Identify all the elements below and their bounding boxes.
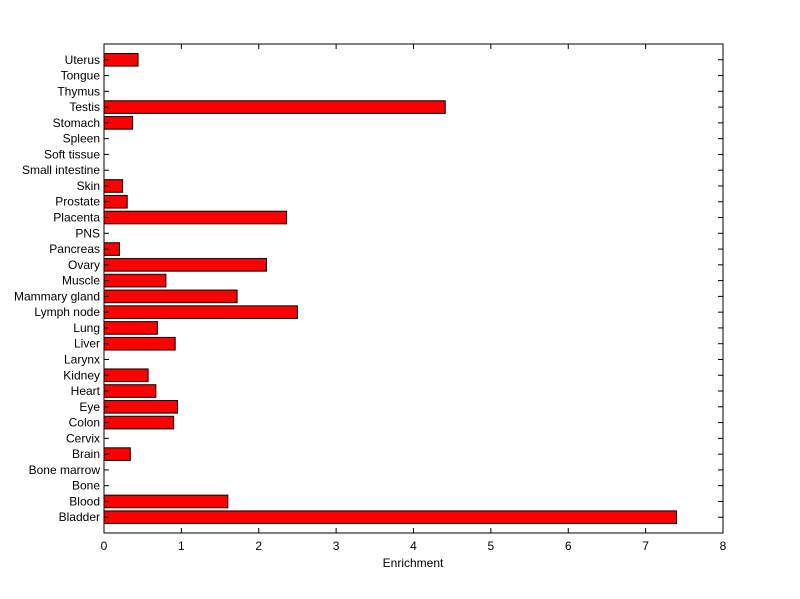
y-tick-label: Liver xyxy=(74,337,100,351)
y-tick-label: Tongue xyxy=(61,69,101,83)
y-tick-label: Heart xyxy=(71,384,101,398)
y-tick-label: Placenta xyxy=(53,211,100,225)
y-tick-label: Pancreas xyxy=(49,242,100,256)
x-tick-label: 5 xyxy=(488,539,495,553)
bar-kidney xyxy=(103,368,149,383)
y-tick-label: Blood xyxy=(69,494,100,508)
y-tick-label: Testis xyxy=(69,100,100,114)
bar-bladder xyxy=(103,510,678,525)
y-tick-label: Brain xyxy=(72,447,100,461)
y-tick-label: Colon xyxy=(69,416,100,430)
x-tick-label: 2 xyxy=(255,539,262,553)
x-tick-label: 3 xyxy=(333,539,340,553)
plot-background xyxy=(104,44,723,533)
y-tick-label: Skin xyxy=(77,179,100,193)
y-tick-label: Larynx xyxy=(64,352,100,366)
y-tick-label: Small intestine xyxy=(22,163,100,177)
y-tick-label: Muscle xyxy=(62,274,100,288)
bar-heart xyxy=(103,384,157,398)
bar-liver xyxy=(103,336,176,351)
bar-lymph-node xyxy=(103,305,298,319)
bar-muscle xyxy=(103,273,167,288)
x-tick-label: 1 xyxy=(178,539,185,553)
y-tick-label: Bone marrow xyxy=(29,463,101,477)
y-tick-label: Uterus xyxy=(65,53,100,67)
y-tick-label: Stomach xyxy=(53,116,100,130)
bar-eye xyxy=(103,399,179,414)
y-tick-label: Bladder xyxy=(59,510,100,524)
bar-placenta xyxy=(103,210,288,225)
bar-ovary xyxy=(103,258,267,272)
y-tick-label: Soft tissue xyxy=(44,147,100,161)
y-tick-label: Lymph node xyxy=(34,305,100,319)
x-tick-label: 7 xyxy=(642,539,649,553)
x-tick-label: 8 xyxy=(720,539,727,553)
x-tick-label: 6 xyxy=(565,539,572,553)
y-tick-label: Kidney xyxy=(63,368,100,382)
bar-uterus xyxy=(103,52,139,67)
bar-lung xyxy=(103,321,158,335)
x-tick-label: 0 xyxy=(101,539,108,553)
y-tick-label: Ovary xyxy=(68,258,100,272)
y-tick-label: Bone xyxy=(72,479,100,493)
plot-frame xyxy=(103,43,724,534)
x-axis-label: Enrichment xyxy=(383,556,444,570)
x-tick-label: 4 xyxy=(410,539,417,553)
y-tick-label: Prostate xyxy=(55,195,100,209)
bar-colon xyxy=(103,415,175,430)
y-tick-label: Eye xyxy=(79,400,100,414)
y-tick-label: PNS xyxy=(75,226,100,240)
y-tick-label: Lung xyxy=(73,321,100,335)
y-tick-label: Thymus xyxy=(57,84,100,98)
y-tick-label: Spleen xyxy=(63,132,100,146)
bar-mammary-gland xyxy=(103,289,238,304)
y-tick-label: Mammary gland xyxy=(14,289,100,303)
y-tick-label: Cervix xyxy=(66,431,100,445)
bar-blood xyxy=(103,494,229,509)
bar-testis xyxy=(103,100,446,114)
